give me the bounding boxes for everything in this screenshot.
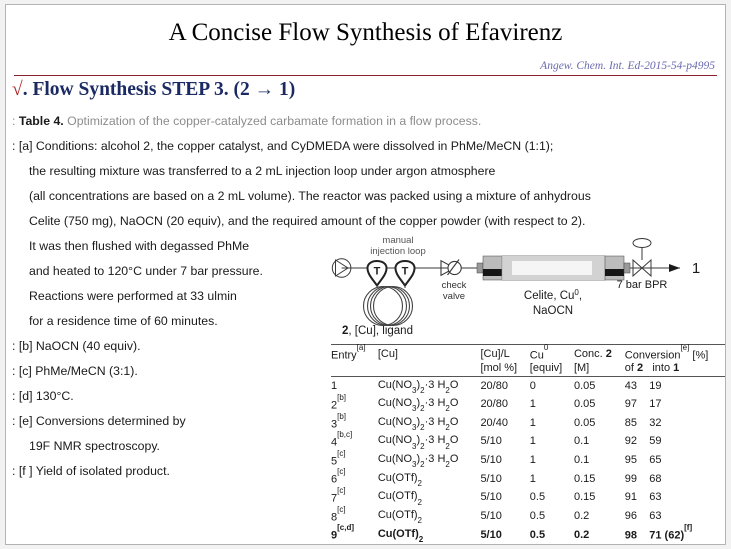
svg-text:7 bar BPR: 7 bar BPR [617,279,668,291]
svg-text:manual: manual [382,235,413,246]
svg-text:NaOCN: NaOCN [533,305,573,317]
svg-text:T: T [402,266,409,278]
svg-text:1: 1 [692,260,700,277]
svg-text:valve: valve [443,291,465,302]
svg-text:check: check [442,280,467,291]
svg-text:Celite, Cu0,: Celite, Cu0, [524,288,582,302]
svg-text:T: T [374,266,381,278]
svg-text:injection loop: injection loop [370,246,425,257]
